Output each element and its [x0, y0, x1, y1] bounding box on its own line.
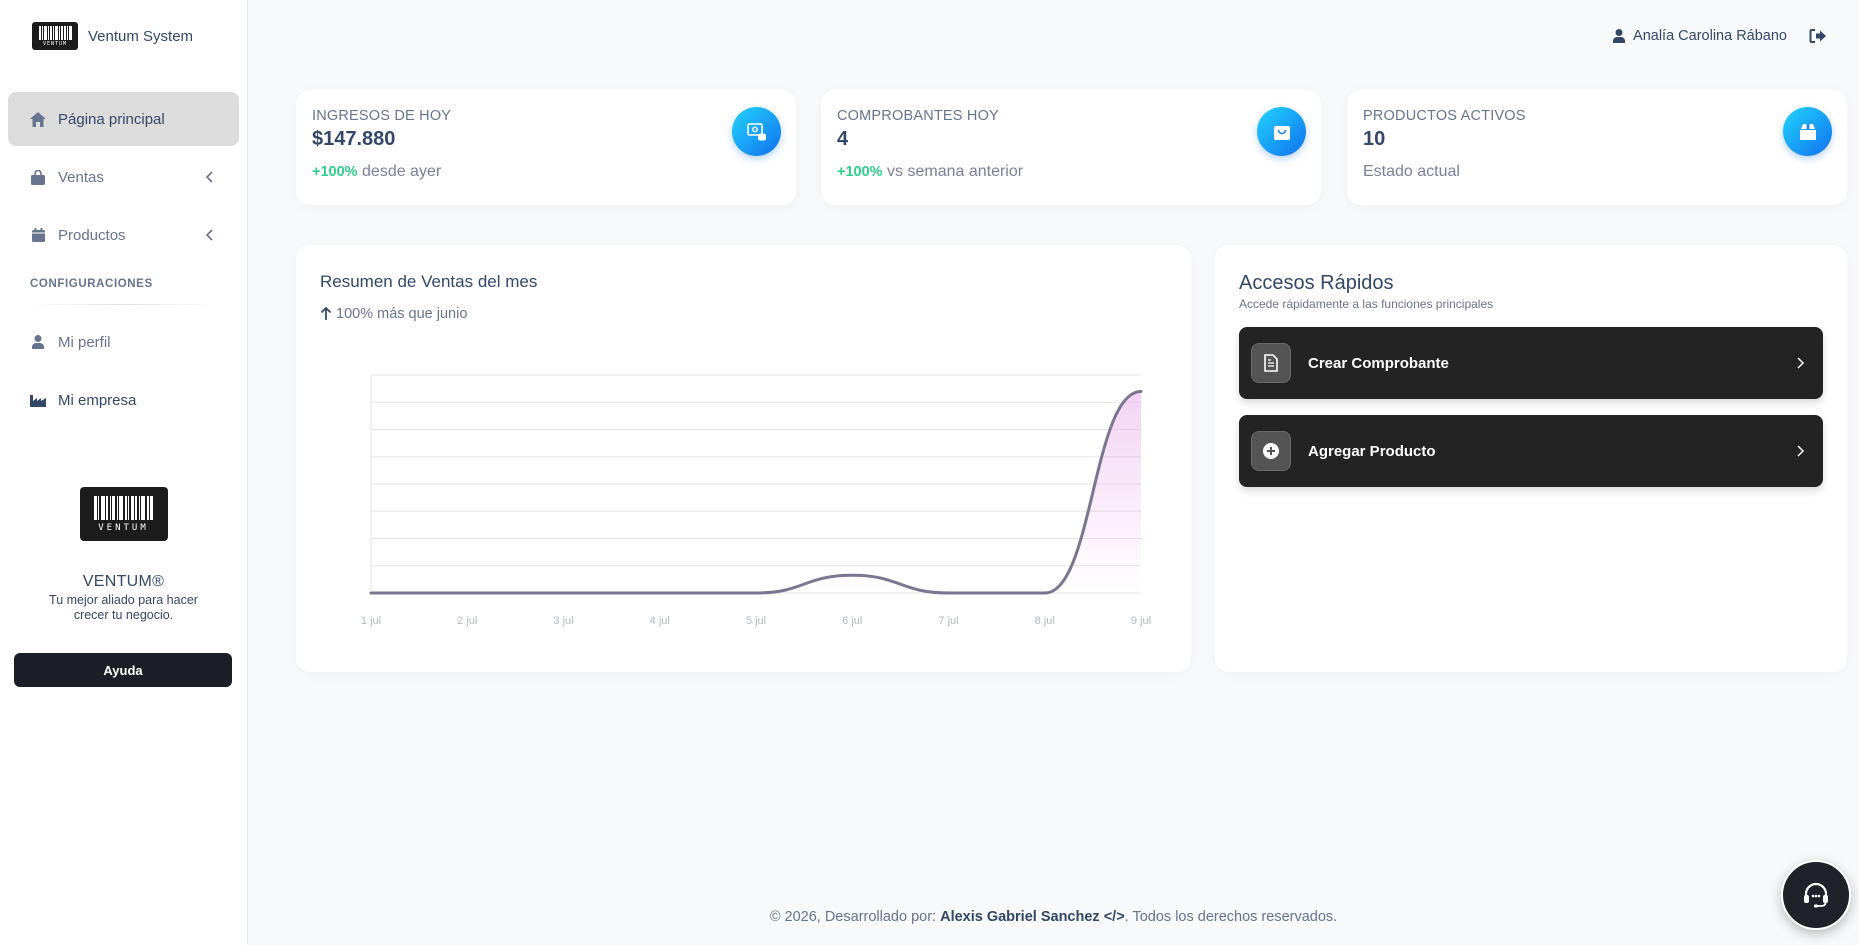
money-coins-icon	[732, 107, 781, 156]
stat-footer: Estado actual	[1363, 163, 1831, 181]
brand-logo: VENTUM	[32, 22, 78, 50]
stat-footer: +100% desde ayer	[312, 163, 780, 181]
stat-value: $147.880	[312, 128, 396, 150]
footer-author[interactable]: Alexis Gabriel Sanchez	[940, 909, 1100, 925]
sales-chart-card: Resumen de Ventas del mes 100% más que j…	[296, 245, 1191, 672]
logout-icon[interactable]	[1809, 28, 1827, 44]
stat-note: desde ayer	[362, 163, 442, 180]
chart-x-tick-label: 8 jul	[1035, 615, 1055, 627]
brand[interactable]: VENTUM Ventum System	[0, 0, 247, 72]
box-icon	[1783, 107, 1832, 156]
user-icon	[1613, 29, 1626, 43]
sidebar-item-label: Productos	[58, 226, 126, 244]
chart-series-line	[369, 390, 1143, 595]
topbar: Analía Carolina Rábano	[1613, 28, 1827, 44]
sidebar-item-label: Mi perfil	[58, 333, 111, 351]
sidebar-promo: VENTUM VENTUM® Tu mejor aliado para hace…	[0, 487, 247, 623]
add-product-label: Agregar Producto	[1308, 442, 1436, 460]
chevron-left-icon	[205, 229, 213, 241]
code-icon: </>	[1103, 909, 1125, 925]
sidebar-item-label: Página principal	[58, 110, 165, 128]
sidebar-item-label: Mi empresa	[58, 391, 137, 409]
quick-access-card: Accesos Rápidos Accede rápidamente a las…	[1215, 245, 1847, 672]
sidebar-item-home[interactable]: Página principal	[8, 92, 239, 146]
quick-access-title: Accesos Rápidos	[1239, 272, 1394, 294]
add-product-button[interactable]: Agregar Producto	[1239, 415, 1823, 487]
user-name: Analía Carolina Rábano	[1633, 28, 1787, 44]
stat-card-ingresos: INGRESOS DE HOY $147.880 +100% desde aye…	[296, 90, 796, 205]
stat-card-comprobantes: COMPROBANTES HOY 4 +100% vs semana anter…	[821, 90, 1321, 205]
section-title-config: CONFIGURACIONES	[30, 278, 153, 290]
support-button[interactable]	[1781, 860, 1851, 930]
arrow-up-icon	[320, 307, 332, 320]
shopping-bag-icon	[1257, 107, 1306, 156]
sidebar-item-label: Ventas	[58, 168, 104, 186]
stat-label: INGRESOS DE HOY	[312, 108, 452, 124]
sidebar-item-mi-perfil[interactable]: Mi perfil	[8, 315, 239, 369]
industry-icon	[30, 392, 46, 408]
chart-subtitle: 100% más que junio	[320, 306, 1167, 322]
chart-area-fill	[371, 391, 1141, 593]
user-menu[interactable]: Analía Carolina Rábano	[1613, 28, 1787, 44]
chevron-left-icon	[205, 171, 213, 183]
stat-note: Estado actual	[1363, 163, 1460, 180]
home-icon	[30, 111, 46, 127]
stat-change: +100%	[312, 164, 358, 180]
divider	[30, 304, 217, 305]
plus-circle-icon	[1251, 431, 1291, 471]
stat-label: COMPROBANTES HOY	[837, 108, 999, 124]
footer: © 2026, Desarrollado por: Alexis Gabriel…	[248, 909, 1859, 925]
headset-icon	[1804, 882, 1828, 908]
chart-x-tick-label: 9 jul	[1131, 615, 1151, 627]
ventum-logo: VENTUM	[79, 487, 168, 541]
chart-x-tick-label: 5 jul	[746, 615, 766, 627]
footer-suffix: . Todos los derechos reservados.	[1124, 909, 1338, 925]
sidebar: VENTUM Ventum System Página principal Ve…	[0, 0, 248, 945]
sales-line-chart: 1 jul 2 jul 3 jul 4 jul 5 jul 6 jul 7 jul 8 jul…	[361, 374, 1151, 627]
chart-x-tick-label: 6 jul	[842, 615, 862, 627]
chart-x-tick-label: 3 jul	[553, 615, 573, 627]
chart-title: Resumen de Ventas del mes	[320, 272, 538, 291]
stat-value: 10	[1363, 128, 1386, 150]
chart-x-tick-label: 7 jul	[938, 615, 958, 627]
brand-name: Ventum System	[88, 27, 194, 45]
chart-x-tick-label: 2 jul	[457, 615, 477, 627]
sidebar-item-productos[interactable]: Productos	[8, 208, 239, 262]
file-invoice-icon	[1251, 343, 1291, 383]
sidebar-nav: Página principal Ventas Productos CONFIG…	[0, 72, 247, 427]
promo-title: VENTUM®	[82, 573, 165, 590]
stat-label: PRODUCTOS ACTIVOS	[1363, 108, 1526, 124]
bag-icon	[30, 169, 46, 185]
help-button[interactable]: Ayuda	[14, 653, 232, 687]
chart-subtitle-text: 100% más que junio	[336, 306, 468, 322]
sidebar-item-mi-empresa[interactable]: Mi empresa	[8, 373, 239, 427]
user-icon	[30, 334, 46, 350]
chart-x-tick-label: 4 jul	[650, 615, 670, 627]
create-invoice-button[interactable]: Crear Comprobante	[1239, 327, 1823, 399]
footer-prefix: © 2026, Desarrollado por:	[769, 909, 941, 925]
promo-tagline: Tu mejor aliado para hacer crecer tu neg…	[49, 593, 198, 622]
create-invoice-label: Crear Comprobante	[1308, 354, 1449, 372]
quick-access-description: Accede rápidamente a las funciones princ…	[1239, 297, 1494, 311]
chevron-right-icon	[1797, 357, 1805, 369]
stat-note: vs semana anterior	[887, 163, 1024, 180]
sidebar-item-ventas[interactable]: Ventas	[8, 150, 239, 204]
chevron-right-icon	[1797, 445, 1805, 457]
stat-footer: +100% vs semana anterior	[837, 163, 1305, 181]
stat-card-productos: PRODUCTOS ACTIVOS 10 Estado actual	[1347, 90, 1847, 205]
chart-x-tick-label: 1 jul	[361, 615, 381, 627]
stat-change: +100%	[837, 164, 883, 180]
stat-value: 4	[837, 128, 849, 150]
calendar-icon	[30, 227, 46, 243]
